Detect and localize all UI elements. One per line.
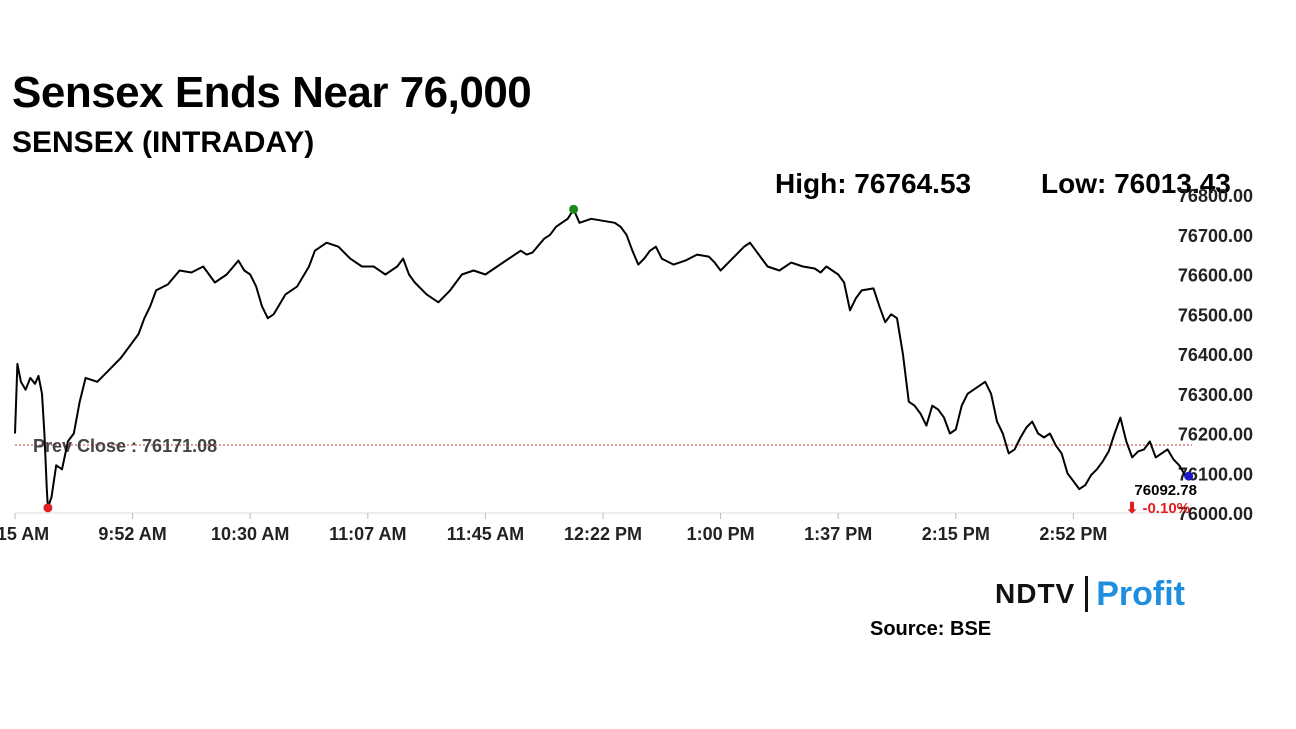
chart-title: Sensex Ends Near 76,000 [12, 68, 532, 117]
logo-ndtv: NDTV [995, 578, 1076, 609]
change-label: ⬇ -0.10% [1126, 500, 1190, 517]
x-tick-label: 12:22 PM [564, 524, 642, 544]
high-value: High: 76764.53 [775, 168, 972, 199]
low-value: Low: 76013.43 [1041, 168, 1231, 199]
x-tick-label: 2:52 PM [1039, 524, 1107, 544]
ndtv-profit-logo: NDTV Profit [995, 574, 1185, 614]
y-tick-label: 76400.00 [1178, 345, 1253, 365]
y-tick-label: 76700.00 [1178, 226, 1253, 246]
x-tick-label: 9:52 AM [98, 524, 166, 544]
logo-divider [1085, 576, 1089, 612]
x-tick-label: 9:15 AM [0, 524, 49, 544]
high-marker [569, 204, 579, 214]
last-value-label: 76092.78 [1134, 482, 1197, 499]
y-tick-label: 76800.00 [1178, 186, 1253, 206]
source-note: Source: BSE [870, 618, 992, 640]
y-tick-label: 76100.00 [1178, 464, 1253, 484]
x-tick-label: 10:30 AM [211, 524, 289, 544]
x-tick-label: 2:15 PM [922, 524, 990, 544]
logo-profit: Profit [1096, 574, 1186, 613]
prev-close-label: Prev Close : 76171.08 [33, 436, 217, 456]
x-tick-label: 1:37 PM [804, 524, 872, 544]
low-marker [43, 503, 53, 513]
price-series-line [14, 208, 1189, 509]
y-tick-label: 76200.00 [1178, 425, 1253, 445]
last-value-marker [1184, 471, 1194, 481]
x-tick-label: 11:45 AM [447, 524, 524, 544]
chart-subtitle: SENSEX (INTRADAY) [12, 126, 315, 159]
x-tick-label: 1:00 PM [687, 524, 755, 544]
y-tick-label: 76600.00 [1178, 266, 1253, 286]
y-tick-label: 76300.00 [1178, 385, 1253, 405]
y-tick-label: 76500.00 [1178, 305, 1253, 325]
x-tick-label: 11:07 AM [329, 524, 406, 544]
y-tick-label: 76000.00 [1178, 504, 1253, 524]
